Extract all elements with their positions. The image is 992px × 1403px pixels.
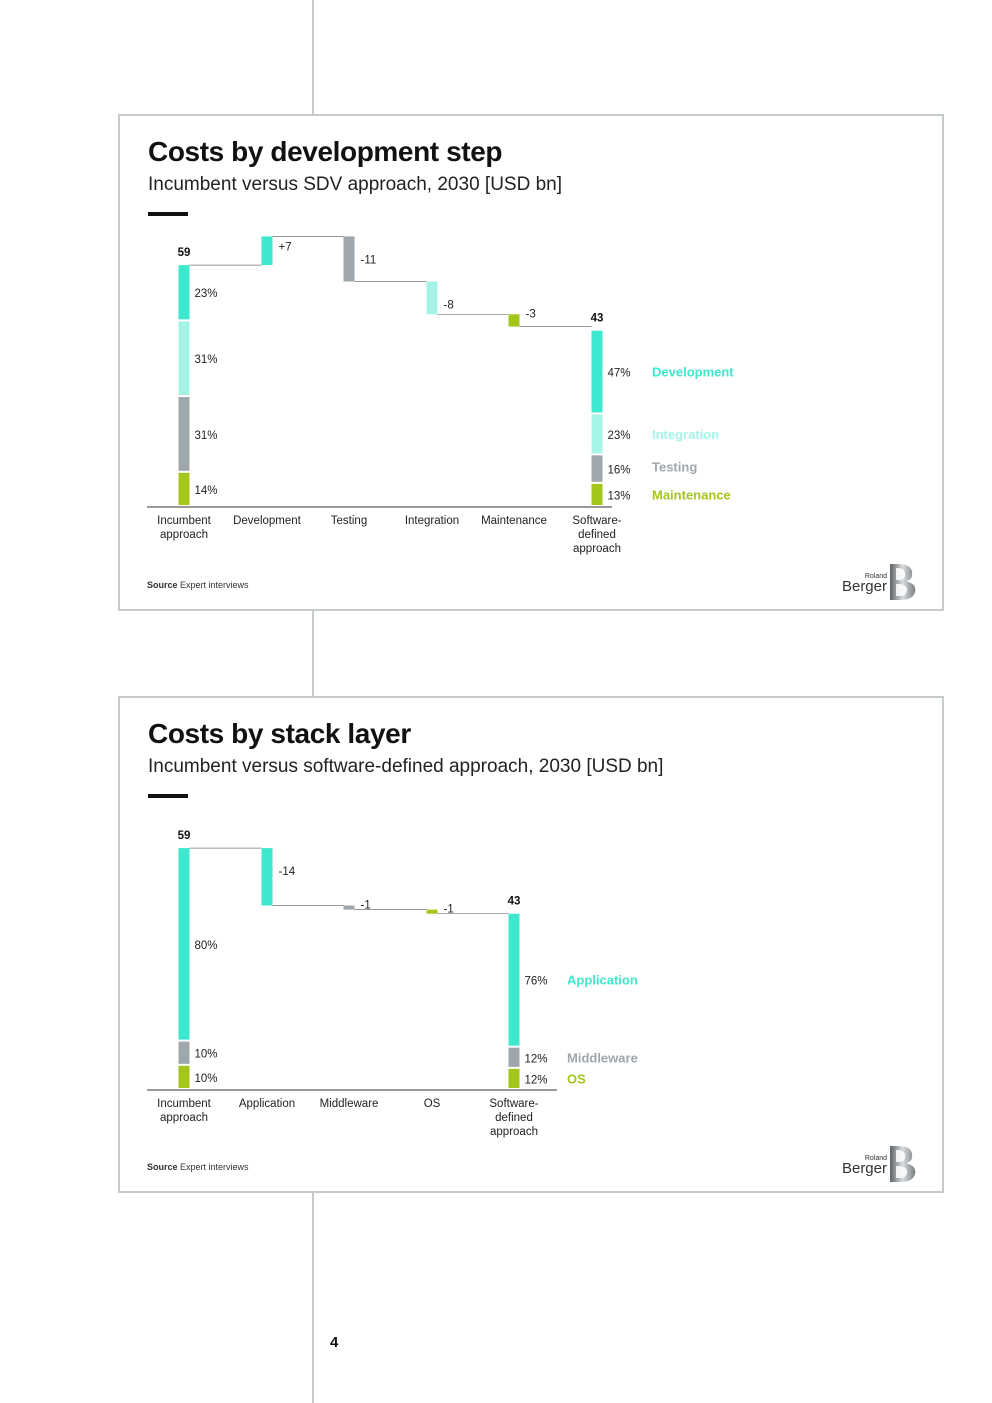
segment-label-incumbent-approach-integration: 31%	[195, 354, 218, 366]
category-label-integration: Integration	[405, 515, 459, 527]
delta-label-os: -1	[444, 904, 454, 916]
delta-bar-integration	[426, 281, 438, 315]
bar-segment-incumbent-approach-os	[178, 1065, 190, 1088]
source-text: Expert interviews	[180, 580, 249, 590]
divider-line-bottom	[312, 1193, 314, 1403]
chart-title: Costs by development step	[148, 136, 503, 167]
source-label: Source	[147, 1162, 178, 1172]
delta-label-integration: -8	[444, 300, 454, 312]
chart-panel-stack-layer: Costs by stack layer Incumbent versus so…	[118, 696, 944, 1193]
source-note: Source Expert interviews	[147, 1162, 249, 1172]
waterfall-chart-development-step: Incumbent approach Development Testing Integ…	[147, 236, 734, 555]
divider-line-middle	[312, 611, 314, 697]
total-label-incumbent-approach: 59	[178, 830, 191, 842]
segment-label-software-defined-approach-os: 12%	[525, 1074, 548, 1086]
roland-berger-logo: Roland Berger	[842, 564, 916, 600]
logo-line1: Roland	[865, 1155, 887, 1162]
segment-label-software-defined-approach-development: 47%	[608, 368, 631, 380]
category-label-maintenance: Maintenance	[481, 515, 547, 527]
category-label-software-defined-approach: Software-	[572, 515, 621, 527]
delta-bar-testing	[343, 236, 355, 282]
category-label-development: Development	[233, 515, 302, 527]
bar-segment-incumbent-approach-development	[178, 265, 190, 320]
category-label-os: OS	[424, 1098, 441, 1110]
chart-title: Costs by stack layer	[148, 718, 411, 749]
logo-line2: Berger	[842, 1160, 887, 1177]
category-label-incumbent-approach: approach	[160, 1112, 208, 1124]
category-label-incumbent-approach: approach	[160, 529, 208, 541]
bar-segment-software-defined-approach-integration	[591, 414, 603, 454]
delta-bar-application	[261, 848, 273, 906]
segment-label-incumbent-approach-testing: 31%	[195, 430, 218, 442]
bar-segment-software-defined-approach-application	[508, 913, 520, 1046]
bar-segment-incumbent-approach-middleware	[178, 1041, 190, 1064]
category-label-application: Application	[239, 1098, 295, 1110]
chart-subtitle: Incumbent versus software-defined approa…	[148, 756, 664, 777]
delta-bar-development	[261, 236, 273, 266]
segment-label-incumbent-approach-maintenance: 14%	[195, 485, 218, 497]
segment-label-incumbent-approach-middleware: 10%	[195, 1049, 218, 1061]
title-rule	[148, 794, 188, 798]
delta-bar-maintenance	[508, 314, 520, 327]
roland-berger-logo: Roland Berger	[842, 1146, 916, 1182]
legend-item-testing: Testing	[652, 460, 697, 475]
legend-item-os: OS	[567, 1071, 586, 1086]
segment-label-incumbent-approach-development: 23%	[195, 288, 218, 300]
segment-label-software-defined-approach-integration: 23%	[608, 430, 631, 442]
segment-label-software-defined-approach-maintenance: 13%	[608, 490, 631, 502]
bar-segment-incumbent-approach-maintenance	[178, 472, 190, 505]
bar-segment-incumbent-approach-application	[178, 848, 190, 1040]
segment-label-software-defined-approach-testing: 16%	[608, 465, 631, 477]
logo-line1: Roland	[865, 573, 887, 580]
total-label-software-defined-approach: 43	[508, 896, 521, 908]
category-label-software-defined-approach: Software-	[489, 1098, 538, 1110]
segment-label-incumbent-approach-os: 10%	[195, 1073, 218, 1085]
divider-line-top	[312, 0, 314, 114]
total-label-incumbent-approach: 59	[178, 247, 191, 259]
category-label-software-defined-approach: approach	[490, 1126, 538, 1138]
delta-label-development: +7	[279, 241, 292, 253]
segment-label-software-defined-approach-application: 76%	[525, 976, 548, 988]
delta-label-middleware: -1	[361, 900, 371, 912]
bar-segment-software-defined-approach-testing	[591, 455, 603, 482]
bar-segment-software-defined-approach-os	[508, 1068, 520, 1088]
waterfall-chart-stack-layer: Incumbent approach Application Middleware OS…	[147, 830, 638, 1138]
legend-item-application: Application	[567, 973, 638, 988]
category-label-software-defined-approach: approach	[573, 543, 621, 555]
bar-segment-software-defined-approach-maintenance	[591, 483, 603, 505]
category-label-incumbent-approach: Incumbent	[157, 515, 212, 527]
bar-segment-software-defined-approach-middleware	[508, 1047, 520, 1067]
legend-item-maintenance: Maintenance	[652, 487, 731, 502]
legend-item-middleware: Middleware	[567, 1050, 638, 1065]
segment-label-software-defined-approach-middleware: 12%	[525, 1053, 548, 1065]
bar-segment-incumbent-approach-integration	[178, 321, 190, 396]
page-number: 4	[330, 1334, 339, 1351]
delta-label-maintenance: -3	[526, 308, 536, 320]
category-label-incumbent-approach: Incumbent	[157, 1098, 212, 1110]
legend-item-integration: Integration	[652, 427, 719, 442]
delta-bar-middleware	[343, 905, 355, 910]
total-label-software-defined-approach: 43	[591, 313, 604, 325]
delta-label-testing: -11	[361, 254, 377, 266]
delta-bar-os	[426, 909, 438, 914]
bar-segment-software-defined-approach-development	[591, 330, 603, 413]
chart-subtitle: Incumbent versus SDV approach, 2030 [USD…	[148, 174, 563, 195]
category-label-middleware: Middleware	[320, 1098, 379, 1110]
bar-segment-incumbent-approach-testing	[178, 397, 190, 471]
logo-line2: Berger	[842, 578, 887, 595]
source-note: Source Expert interviews	[147, 580, 249, 590]
source-label: Source	[147, 580, 178, 590]
chart-panel-development-step: Costs by development step Incumbent vers…	[118, 114, 944, 611]
delta-label-application: -14	[279, 866, 296, 878]
legend-item-development: Development	[652, 365, 734, 380]
category-label-software-defined-approach: defined	[578, 529, 616, 541]
category-label-testing: Testing	[331, 515, 367, 527]
source-text: Expert interviews	[180, 1162, 249, 1172]
title-rule	[148, 212, 188, 216]
segment-label-incumbent-approach-application: 80%	[195, 940, 218, 952]
category-label-software-defined-approach: defined	[495, 1112, 533, 1124]
